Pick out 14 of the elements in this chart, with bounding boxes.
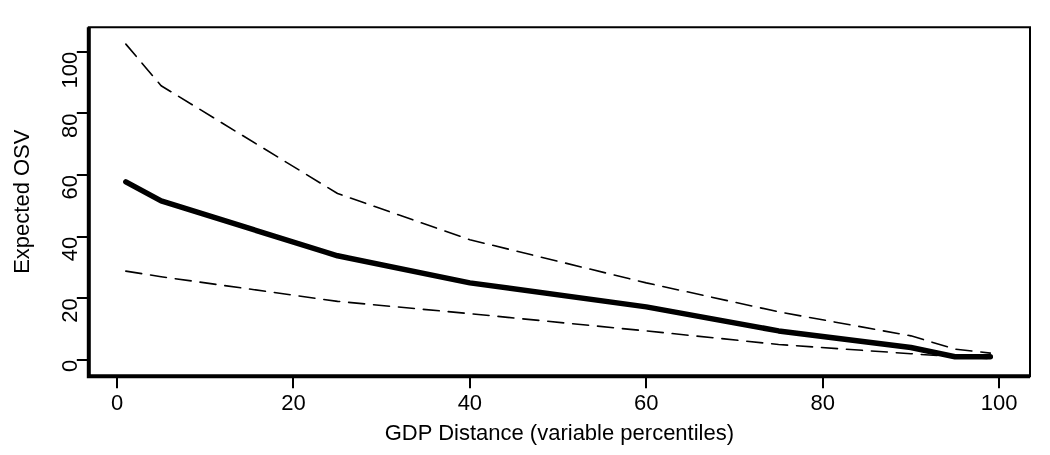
x-tick-label: 100 xyxy=(980,390,1018,416)
y-tick-label: 40 xyxy=(56,236,82,262)
x-tick-label: 20 xyxy=(281,390,306,416)
y-axis-title: Expected OSV xyxy=(9,129,35,274)
y-tick-label: 100 xyxy=(56,51,82,89)
y-tick-label: 80 xyxy=(56,113,82,138)
x-tick-label: 80 xyxy=(810,390,835,416)
x-tick-label: 0 xyxy=(110,390,124,416)
y-tick-label: 0 xyxy=(56,359,82,373)
x-axis-title: GDP Distance (variable percentiles) xyxy=(384,419,735,445)
x-tick-label: 40 xyxy=(457,390,483,416)
y-tick-label: 20 xyxy=(56,298,82,323)
y-tick-label: 60 xyxy=(56,175,82,200)
x-tick-label: 60 xyxy=(634,390,659,416)
